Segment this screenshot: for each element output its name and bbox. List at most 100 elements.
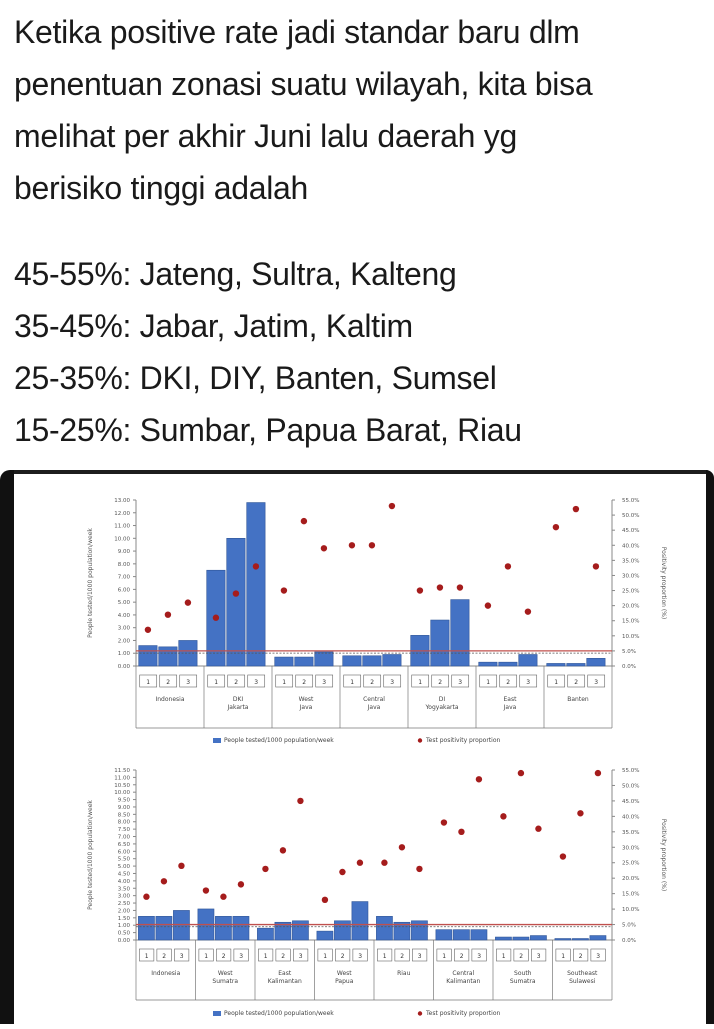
legend-dot-swatch [417,1011,423,1016]
bar [411,920,428,941]
week-box [499,674,518,688]
positivity-dot [237,881,245,888]
week-label: 2 [574,679,578,686]
group-label: Riau [397,970,411,977]
post-list-item: 15-25%: Sumbar, Papua Barat, Riau [14,412,522,448]
legend-bar-swatch [213,1011,221,1016]
chart-svg: 0.00 1.00 2.00 3.00 4.00 5.00 6.00 7.00 8.00 9.00… [87,498,667,1017]
week-box [454,948,470,962]
bar [572,938,589,941]
bar [294,656,314,667]
positivity-dot [320,545,328,552]
y-tick-label: 7.50 [118,827,131,833]
y-tick-label: 0.50 [118,931,131,937]
week-label: 3 [358,953,362,960]
y2-tick-label: 45.0% [622,528,639,534]
y2-tick-label: 35.0% [622,558,639,564]
week-label: 2 [400,953,404,960]
bar [342,655,362,667]
y-tick-label: 6.00 [118,849,131,855]
positivity-dot [381,859,388,866]
positivity-dot [440,819,448,826]
week-box [531,948,547,962]
week-box [513,948,529,962]
bar [316,930,334,941]
week-box [293,948,309,962]
y-tick-label: 0.00 [118,664,131,670]
post-text: Ketika positive rate jadi standar baru d… [14,6,704,456]
week-label: 2 [302,679,306,686]
week-label: 2 [506,679,510,686]
week-label: 1 [383,953,387,960]
week-label: 3 [526,679,530,686]
week-label: 2 [370,679,374,686]
group-label: Java [503,704,517,711]
week-label: 3 [239,953,243,960]
week-label: 3 [596,953,600,960]
y-tick-label: 7.00 [118,835,131,841]
week-box [174,948,190,962]
bar [435,929,453,941]
week-label: 3 [477,953,481,960]
bar [362,655,382,667]
y-tick-label: 2.00 [118,638,131,644]
post-paragraph-line: Ketika positive rate jadi standar baru d… [14,14,580,50]
group-label: Sulawesi [569,978,596,985]
y-tick-label: 1.00 [118,651,131,657]
week-label: 1 [554,679,558,686]
positivity-dot [458,828,465,836]
week-label: 1 [282,679,286,686]
positivity-dot [368,542,376,549]
y2-tick-label: 0.0% [622,664,636,670]
post-list-item: 35-45%: Jabar, Jatim, Kaltim [14,308,413,344]
bar [232,916,250,941]
week-label: 2 [341,953,345,960]
bar [246,502,266,667]
positivity-dot [559,853,567,860]
bar [382,654,402,667]
group-label: Yogyakarta [424,704,458,711]
bar [589,935,607,941]
y2-tick-label: 55.0% [622,768,639,774]
bar [530,935,547,941]
y-tick-label: 9.00 [118,549,131,555]
y-tick-label: 13.00 [114,498,130,504]
chart-figure: 0.00 1.00 2.00 3.00 4.00 5.00 6.00 7.00 8.00 9.00… [0,470,714,1024]
week-label: 1 [418,679,422,686]
bar [450,599,470,667]
y-tick-label: 12.00 [114,511,130,517]
y2-tick-label: 20.0% [622,604,639,610]
post-paragraph-line: penentuan zonasi suatu wilayah, kita bis… [14,66,593,102]
week-label: 2 [519,953,523,960]
week-box [412,948,428,962]
week-box [590,948,606,962]
group-label: Kalimantan [268,978,302,985]
positivity-dot [220,893,227,900]
week-box [567,674,586,688]
week-label: 3 [458,679,462,686]
group-label: Central [452,970,474,977]
week-label: 3 [390,679,394,686]
y-tick-label: 4.50 [118,871,131,877]
y-tick-label: 11.00 [114,775,130,781]
y2-tick-label: 25.0% [622,589,639,595]
week-box [431,674,450,688]
y-tick-label: 3.00 [118,626,131,632]
y2-tick-label: 5.0% [622,649,636,655]
bar [138,916,155,941]
y-tick-label: 3.50 [118,886,131,892]
week-box [275,948,291,962]
positivity-dot [164,611,172,618]
week-label: 2 [438,679,442,686]
week-box [519,674,538,688]
week-box [343,674,362,688]
week-label: 3 [594,679,598,686]
y-tick-label: 9.00 [118,805,131,811]
bar [554,938,572,941]
positivity-dot [232,590,240,597]
week-box [555,948,571,962]
positivity-dot [436,584,444,591]
week-label: 1 [502,953,506,960]
y-tick-label: 8.50 [118,812,131,818]
week-box [156,948,172,962]
